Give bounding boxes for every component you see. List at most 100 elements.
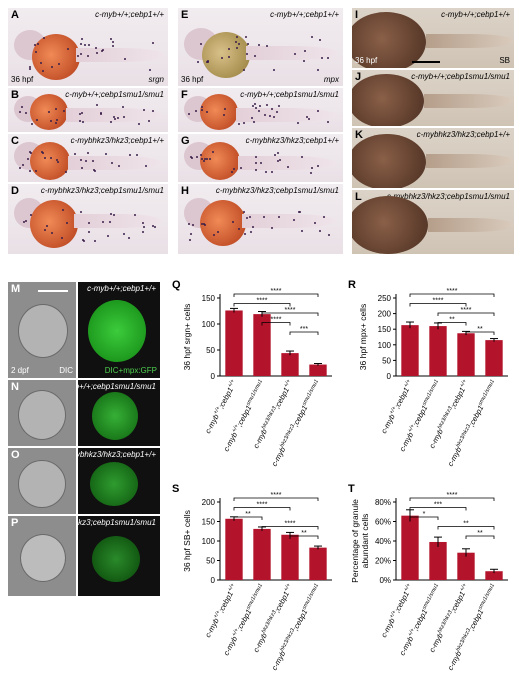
panel-letter: N [11, 381, 19, 393]
chart-letter: S [172, 483, 179, 495]
panel-letter: B [11, 89, 19, 101]
cell [18, 460, 66, 508]
genotype-label: c-myb+/+;cebp1smu1/smu1 [240, 90, 339, 99]
gfp-cell [92, 536, 140, 582]
embryo-yolk [200, 142, 240, 180]
stained-cell [55, 118, 58, 121]
significance-bracket [437, 526, 495, 530]
stained-cell [105, 152, 108, 155]
stained-cell [188, 239, 191, 242]
stained-cell [188, 113, 191, 116]
stained-cell [96, 52, 99, 55]
significance-label: *** [300, 326, 308, 333]
stained-cell [294, 52, 297, 55]
stained-cell [29, 152, 32, 155]
significance-label: **** [271, 492, 282, 499]
stained-cell [22, 220, 25, 223]
stained-cell [144, 165, 147, 168]
stained-cell [248, 215, 251, 218]
stained-cell [100, 49, 103, 52]
y-tick-label: 20% [375, 557, 391, 566]
stained-cell [81, 120, 84, 123]
significance-bracket [409, 507, 467, 511]
stained-cell [79, 113, 82, 116]
stained-cell [205, 157, 208, 160]
panel-letter: E [181, 9, 189, 21]
genotype-label: c-myb+/+;cebp1+/+ [441, 10, 510, 19]
stained-cell [136, 153, 139, 156]
significance-label: **** [461, 307, 472, 314]
stained-cell [311, 167, 313, 170]
bar [401, 515, 419, 580]
y-tick-label: 0 [211, 372, 216, 381]
bar [401, 325, 419, 376]
stained-cell [268, 114, 271, 117]
bar [429, 541, 447, 580]
stained-cell [199, 153, 202, 156]
stained-cell [277, 152, 280, 155]
y-tick-label: 200 [202, 498, 216, 507]
stained-cell [63, 110, 66, 113]
stained-cell [80, 53, 83, 56]
stained-cell [138, 122, 141, 125]
chart-T: T 0% 20% 40% 60% 80% Percentage of granuleabun… [348, 483, 508, 672]
significance-bracket [233, 507, 291, 511]
stained-cell [245, 217, 248, 220]
scale-bar [412, 61, 440, 63]
stained-cell [128, 237, 131, 240]
significance-label: * [423, 511, 426, 518]
stained-cell [307, 118, 310, 121]
stained-cell [112, 213, 115, 216]
stained-cell [212, 233, 215, 236]
stained-cell [51, 66, 54, 69]
stained-cell [238, 43, 241, 46]
genotype-label: c-mybhkz3/hkz3;cebp1smu1/smu1 [386, 192, 510, 201]
panel-letter: J [355, 71, 362, 83]
significance-bracket [465, 331, 495, 335]
stained-cell [246, 43, 249, 46]
stained-cell [234, 40, 237, 43]
stained-cell [34, 170, 37, 173]
stained-cell [43, 229, 46, 232]
embryo-tail [246, 46, 338, 60]
stained-cell [264, 171, 267, 174]
y-tick-label: 50 [382, 356, 391, 365]
stained-cell [39, 62, 42, 65]
stain-label: mpx [323, 75, 339, 84]
stained-cell [24, 111, 27, 114]
stained-cell [271, 227, 274, 230]
stained-cell [29, 67, 32, 70]
stage-label: 2 dpf [11, 366, 29, 375]
stained-cell [86, 54, 89, 57]
genotype-label: c-myb+/+;cebp1+/+ [95, 10, 164, 19]
stained-cell [37, 43, 40, 46]
panel-K: K c-mybhkz3/hkz3;cebp1+/+ [352, 128, 514, 188]
stained-cell [141, 231, 144, 234]
stained-cell [205, 111, 208, 114]
stained-cell [255, 156, 258, 159]
significance-bracket [409, 303, 467, 307]
panel-letter: D [11, 185, 19, 197]
stained-cell [28, 169, 31, 172]
genotype-label: c-myb+/+;cebp1smu1/smu1 [65, 90, 164, 99]
significance-label: ** [245, 511, 251, 518]
stained-cell [254, 103, 257, 106]
stained-cell [102, 49, 105, 52]
panel-letter: G [181, 135, 190, 147]
stained-cell [18, 110, 21, 113]
significance-bracket [233, 303, 291, 307]
significance-label: **** [257, 298, 268, 305]
stained-cell [223, 108, 226, 111]
stained-cell [21, 106, 24, 109]
stained-cell [128, 153, 131, 156]
embryo-tail [428, 218, 514, 232]
stained-cell [277, 105, 280, 108]
stained-cell [44, 157, 47, 160]
y-tick-label: 60% [375, 518, 391, 527]
stained-cell [83, 239, 86, 242]
stained-cell [263, 216, 266, 219]
stained-cell [122, 116, 125, 119]
stained-cell [149, 69, 152, 72]
stained-cell [278, 216, 281, 219]
